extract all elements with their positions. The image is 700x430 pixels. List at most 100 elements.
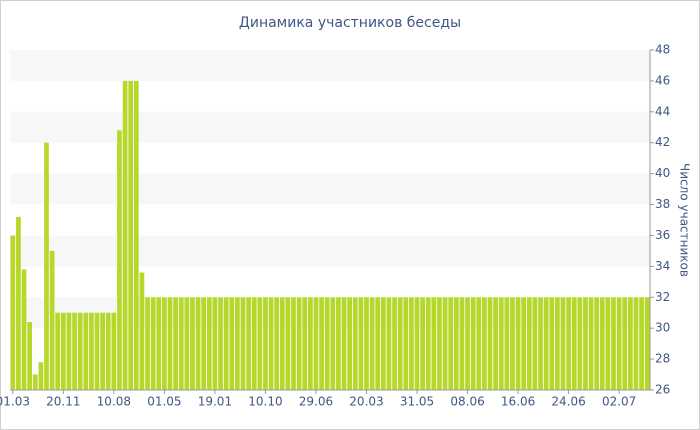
- bar: [555, 297, 560, 390]
- bar: [246, 297, 251, 390]
- x-tick-label: 08.06: [450, 395, 484, 409]
- bar: [72, 312, 77, 390]
- y-tick-label: 44: [655, 104, 670, 118]
- bar: [386, 297, 392, 390]
- x-tick-label: 01.03: [0, 395, 30, 409]
- y-tick-label: 46: [655, 73, 670, 87]
- bar: [55, 312, 61, 390]
- bar: [358, 297, 364, 390]
- bar: [263, 297, 268, 390]
- bar: [285, 297, 291, 390]
- bar: [504, 297, 510, 390]
- bar: [369, 297, 375, 390]
- bar: [476, 297, 482, 390]
- bar: [633, 297, 639, 390]
- bar: [644, 297, 650, 390]
- bar: [403, 297, 409, 390]
- x-tick-label: 31.05: [400, 395, 434, 409]
- bar: [577, 297, 583, 390]
- bar: [397, 297, 403, 390]
- bar: [380, 297, 386, 390]
- grid-band: [10, 235, 650, 267]
- bar: [571, 297, 577, 390]
- bar: [336, 297, 341, 390]
- bar: [77, 312, 83, 390]
- bar: [195, 297, 201, 390]
- bar: [420, 297, 425, 390]
- y-axis-label: Число участников: [678, 163, 692, 277]
- bar: [16, 216, 21, 390]
- bar: [330, 297, 336, 390]
- bar: [307, 297, 313, 390]
- bar: [268, 297, 274, 390]
- bar: [319, 297, 324, 390]
- grid-band: [10, 111, 650, 143]
- y-tick-label: 38: [655, 197, 670, 211]
- bar: [223, 297, 229, 390]
- bar: [122, 80, 128, 390]
- x-tick-label: 24.06: [551, 395, 585, 409]
- x-tick-label: 20.03: [349, 395, 383, 409]
- y-tick-label: 42: [655, 135, 670, 149]
- bar: [240, 297, 246, 390]
- bar: [117, 130, 122, 390]
- bar: [482, 297, 487, 390]
- bar: [156, 297, 162, 390]
- bar: [622, 297, 628, 390]
- bar: [431, 297, 437, 390]
- bar: [515, 297, 521, 390]
- bar: [465, 297, 470, 390]
- bar: [521, 297, 527, 390]
- y-tick-label: 30: [655, 321, 670, 335]
- bar: [627, 297, 633, 390]
- y-tick-label: 40: [655, 166, 670, 180]
- bar: [291, 297, 296, 390]
- bar: [313, 297, 319, 390]
- bar: [560, 297, 566, 390]
- y-tick-label: 26: [655, 383, 670, 397]
- x-tick-label: 19.01: [198, 395, 232, 409]
- bar: [229, 297, 235, 390]
- bar: [538, 297, 543, 390]
- bar: [128, 80, 134, 390]
- bar: [257, 297, 263, 390]
- chart-title: Динамика участников беседы: [239, 15, 461, 31]
- bar: [616, 297, 622, 390]
- grid-band: [10, 297, 650, 329]
- bar: [27, 322, 33, 390]
- bar: [347, 297, 353, 390]
- bar: [105, 312, 111, 390]
- bar: [341, 297, 347, 390]
- y-tick-label: 32: [655, 290, 670, 304]
- bar: [279, 297, 285, 390]
- bar: [49, 250, 55, 390]
- bar: [302, 297, 308, 390]
- y-tick-label: 34: [655, 259, 670, 273]
- bar: [10, 235, 16, 390]
- bar: [639, 297, 644, 390]
- bar: [532, 297, 538, 390]
- bar: [583, 297, 588, 390]
- bar: [594, 297, 600, 390]
- bar: [392, 297, 397, 390]
- x-tick-label: 01.05: [147, 395, 181, 409]
- bar: [60, 312, 66, 390]
- bar: [66, 312, 72, 390]
- bar: [38, 362, 44, 390]
- bar: [352, 297, 358, 390]
- bar: [178, 297, 184, 390]
- x-tick-label: 16.06: [501, 395, 535, 409]
- bar: [566, 297, 571, 390]
- bar: [510, 297, 515, 390]
- bar: [364, 297, 369, 390]
- bar: [251, 297, 257, 390]
- bar: [100, 312, 105, 390]
- grid-band: [10, 50, 650, 81]
- bar: [133, 80, 139, 390]
- bar: [605, 297, 611, 390]
- bar: [212, 297, 218, 390]
- bar: [150, 297, 156, 390]
- bar: [206, 297, 212, 390]
- bar: [218, 297, 223, 390]
- bar: [296, 297, 302, 390]
